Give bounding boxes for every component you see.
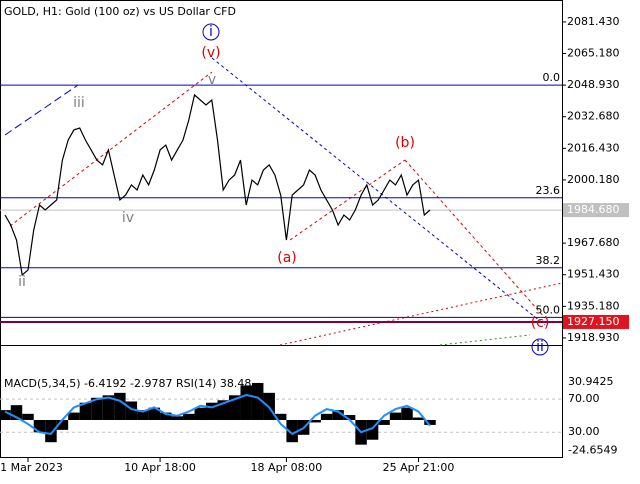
macd-tick-label: -24.6549	[568, 443, 617, 456]
wave-label: v	[208, 72, 216, 88]
wave-label: (a)	[277, 250, 297, 266]
fib-label: 23.6	[536, 184, 561, 197]
macd-bar	[68, 412, 80, 420]
macd-bar	[206, 402, 218, 420]
macd-bar	[343, 415, 356, 420]
x-tick-label: 25 Apr 21:00	[383, 461, 455, 474]
wave-label: (v)	[201, 45, 220, 61]
y-tick-label: 2016.430	[567, 141, 620, 154]
y-tick-label: 1935.180	[567, 299, 620, 312]
current-price-label: 1984.680	[567, 203, 620, 216]
y-tick-label: 1951.430	[567, 268, 620, 281]
macd-bar	[0, 410, 11, 420]
macd-bar	[183, 413, 195, 420]
wave-label: iii	[73, 95, 85, 111]
wave-label: (b)	[395, 135, 415, 151]
macd-bar	[79, 402, 92, 420]
trend-line	[211, 57, 546, 326]
y-tick-label: 1967.680	[567, 236, 620, 249]
indicator-title: MACD(5,34,5) -6.4192 -2.9787 RSI(14) 38.…	[4, 377, 251, 390]
macd-bar	[251, 382, 264, 420]
macd-bar	[56, 419, 69, 430]
macd-bar	[412, 417, 425, 420]
macd-bar	[389, 412, 402, 420]
fib-label: 38.2	[536, 254, 561, 267]
wave-label: ii	[536, 339, 544, 355]
chart-title: GOLD, H1: Gold (100 oz) vs US Dollar CFD	[4, 5, 236, 18]
macd-bar	[217, 400, 229, 420]
fib-label: 50.0	[536, 303, 561, 316]
trend-line	[9, 71, 213, 227]
macd-bar	[228, 395, 241, 420]
trend-line	[289, 159, 406, 241]
y-tick-label: 2081.430	[567, 15, 620, 28]
price-line	[4, 93, 431, 277]
x-tick-label: 31 Mar 2023	[0, 461, 63, 474]
y-tick-label: 2048.930	[567, 78, 620, 91]
macd-bar	[125, 401, 138, 420]
trend-line	[404, 159, 546, 319]
macd-bar	[148, 407, 161, 420]
rsi-line	[4, 393, 431, 436]
macd-bar	[137, 410, 149, 420]
fib-label: 0.0	[543, 71, 561, 84]
macd-bar	[171, 416, 184, 420]
wave-label: ii	[18, 274, 26, 290]
y-tick-label: 2032.680	[567, 110, 620, 123]
y-tick-label: 2065.180	[567, 47, 620, 60]
wave-label: iv	[122, 210, 134, 226]
wave-circle	[202, 23, 220, 41]
macd-tick-label: 30.9425	[568, 375, 614, 388]
macd-bar	[424, 419, 436, 425]
macd-bar	[160, 412, 172, 420]
x-tick-label: 10 Apr 18:00	[124, 461, 196, 474]
macd-bar	[33, 419, 46, 433]
current-price-box	[563, 203, 629, 218]
rsi-tick-label: 70.00	[568, 392, 600, 405]
y-tick-label: 2000.180	[567, 173, 620, 186]
macd-bar	[45, 419, 57, 443]
macd-bar	[10, 405, 23, 420]
macd-bar	[114, 392, 126, 420]
wave-label: (c)	[531, 315, 550, 331]
macd-bar	[401, 407, 413, 420]
macd-bar	[309, 419, 321, 423]
macd-bar	[240, 385, 252, 420]
macd-bar	[332, 410, 344, 420]
macd-bar	[320, 413, 333, 420]
frame	[0, 0, 563, 458]
macd-bar	[378, 419, 390, 425]
macd-bar	[366, 419, 379, 440]
target-label: 1927.150	[567, 315, 620, 328]
macd-bar	[194, 407, 207, 420]
macd-bar	[274, 413, 287, 420]
wave-label: i	[209, 24, 213, 40]
target-box	[563, 314, 629, 329]
macd-bar	[22, 413, 34, 420]
trend-line	[279, 282, 563, 346]
rsi-tick-label: 30.00	[568, 425, 600, 438]
macd-bar	[286, 419, 298, 443]
trend-line	[4, 84, 79, 136]
macd-bar	[102, 395, 115, 420]
x-tick-label: 18 Apr 08:00	[251, 461, 323, 474]
macd-bar	[91, 397, 103, 420]
wave-circle	[531, 338, 549, 356]
y-tick-label: 1918.930	[567, 331, 620, 344]
trend-line	[439, 334, 531, 346]
